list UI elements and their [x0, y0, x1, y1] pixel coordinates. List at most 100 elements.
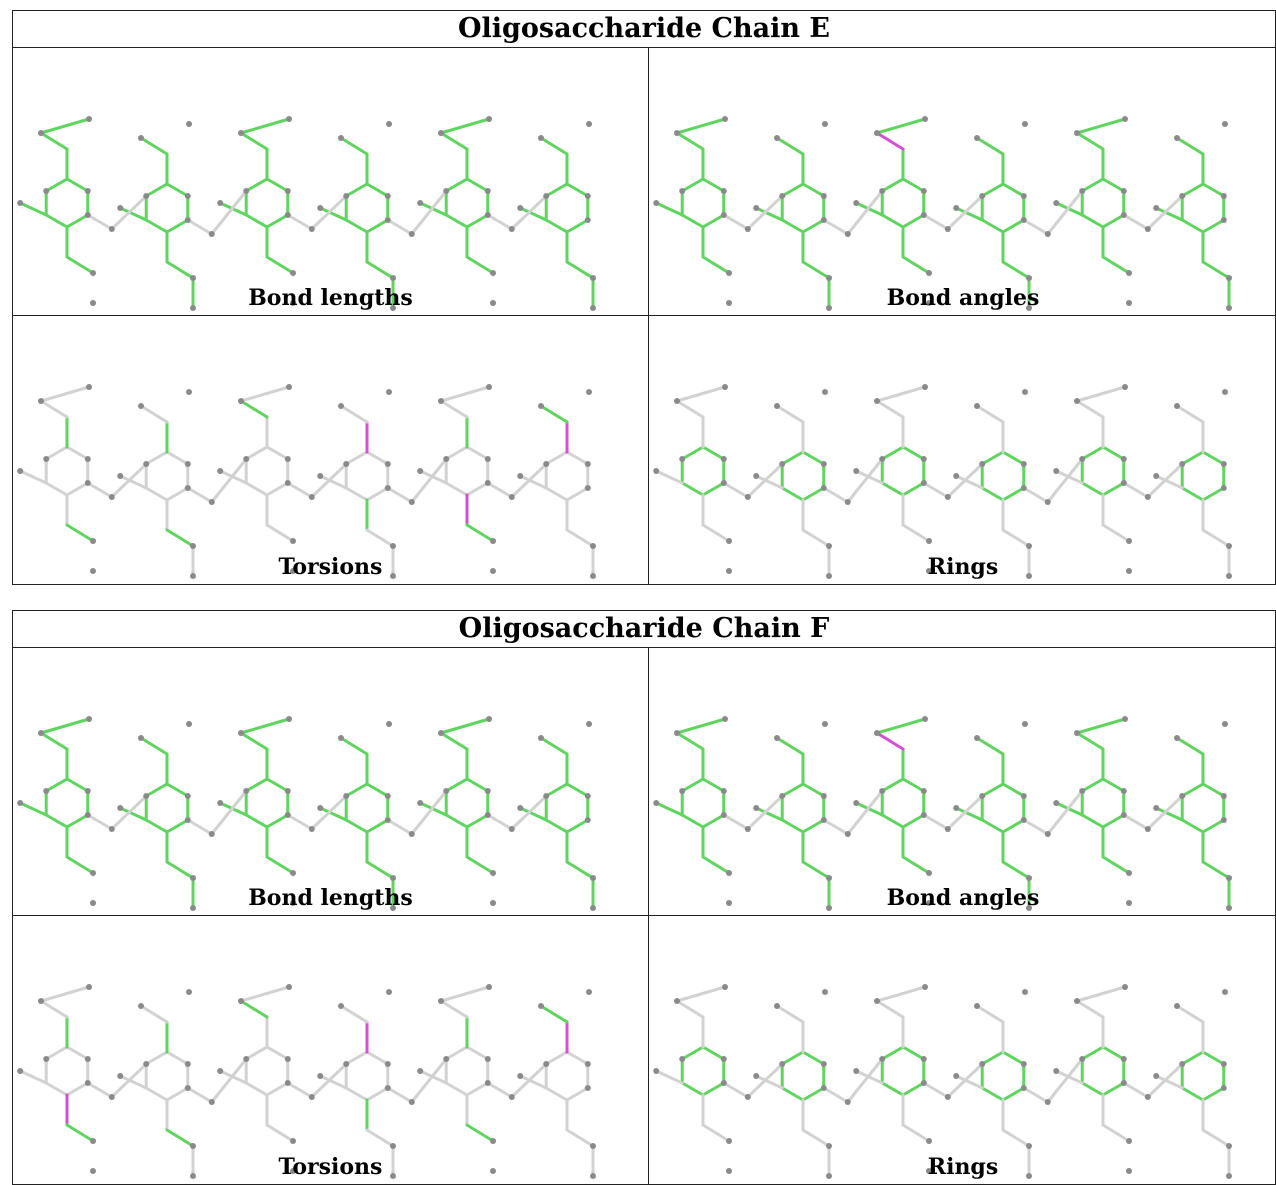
bond	[1001, 260, 1031, 280]
bond	[65, 855, 95, 875]
atom	[1120, 480, 1127, 486]
bond	[144, 818, 169, 834]
atom	[874, 730, 880, 736]
atom	[84, 1080, 91, 1086]
bond	[880, 177, 905, 193]
atom	[584, 817, 591, 823]
bond	[344, 450, 369, 466]
atom	[543, 461, 550, 467]
bond	[386, 818, 414, 836]
chain-f-bond-angles-caption: Bond angles	[886, 885, 1040, 911]
bond	[444, 481, 469, 497]
atom	[1153, 205, 1160, 211]
atom	[653, 800, 660, 806]
bond	[1001, 818, 1026, 834]
bond	[410, 189, 448, 236]
atom	[208, 231, 215, 237]
atom	[1053, 1068, 1060, 1074]
bond	[465, 1123, 495, 1143]
atom	[108, 826, 115, 832]
bond	[365, 1050, 390, 1066]
atom	[979, 193, 986, 199]
atom	[190, 905, 196, 911]
bond	[1175, 404, 1205, 424]
atom	[1144, 826, 1151, 832]
bond	[1075, 385, 1127, 403]
atom	[922, 716, 928, 722]
bond	[439, 385, 491, 403]
bond	[780, 1086, 805, 1102]
bond	[265, 177, 290, 193]
atom	[774, 403, 780, 409]
atom	[1144, 1094, 1151, 1100]
chain-e-bond-lengths-caption: Bond lengths	[248, 285, 413, 311]
bond	[1075, 999, 1105, 1019]
atom	[1079, 188, 1086, 194]
bond	[565, 218, 590, 234]
atom	[217, 800, 224, 806]
bond	[875, 399, 905, 419]
atom	[590, 1143, 596, 1149]
atom	[484, 812, 491, 818]
bond	[801, 1128, 831, 1148]
chain-e-bond-lengths-panel: Bond lengths	[13, 48, 649, 316]
bond	[439, 117, 491, 135]
atom	[826, 875, 832, 881]
atom	[653, 1068, 660, 1074]
bond	[565, 486, 590, 502]
bond	[265, 813, 290, 829]
bond	[675, 131, 705, 151]
bond	[265, 445, 290, 461]
atom	[720, 788, 727, 794]
bond	[244, 481, 269, 497]
atom	[384, 193, 391, 199]
atom	[117, 805, 124, 811]
atom	[1022, 989, 1028, 995]
chain-e-bond-angles-molecule	[653, 116, 1232, 311]
bond	[186, 1086, 214, 1104]
bond	[518, 806, 548, 822]
bond	[654, 201, 684, 217]
atom	[486, 716, 492, 722]
bond	[1201, 818, 1226, 834]
atom	[674, 130, 680, 136]
atom	[143, 793, 150, 799]
bond	[65, 1123, 95, 1143]
chain-e-torsions-panel: Torsions	[13, 316, 649, 584]
bond	[1101, 445, 1126, 461]
atom	[143, 461, 150, 467]
bond	[544, 782, 569, 798]
bond	[675, 731, 705, 751]
atom	[586, 389, 592, 395]
atom	[184, 485, 191, 491]
bond	[339, 136, 369, 156]
atom	[208, 831, 215, 837]
atom	[953, 205, 960, 211]
atom	[953, 805, 960, 811]
chain-f-rings-molecule	[653, 984, 1232, 1179]
bond	[65, 1045, 90, 1061]
bond	[165, 182, 190, 198]
atom	[944, 826, 951, 832]
bond	[1175, 1004, 1205, 1024]
bond	[1046, 789, 1084, 836]
bond	[439, 399, 469, 419]
atom	[484, 212, 491, 218]
bond	[410, 789, 448, 836]
atom	[343, 193, 350, 199]
bond	[1101, 177, 1126, 193]
atom	[1074, 398, 1080, 404]
atom	[1226, 1143, 1232, 1149]
bond	[344, 1050, 369, 1066]
bond	[1080, 813, 1105, 829]
bond	[954, 1074, 984, 1090]
atom	[238, 998, 244, 1004]
atom	[1022, 721, 1028, 727]
atom	[390, 275, 396, 281]
atom	[1126, 900, 1132, 906]
bond	[44, 813, 69, 829]
atom	[853, 800, 860, 806]
bond	[265, 855, 295, 875]
bond	[44, 177, 69, 193]
atom	[490, 270, 496, 276]
